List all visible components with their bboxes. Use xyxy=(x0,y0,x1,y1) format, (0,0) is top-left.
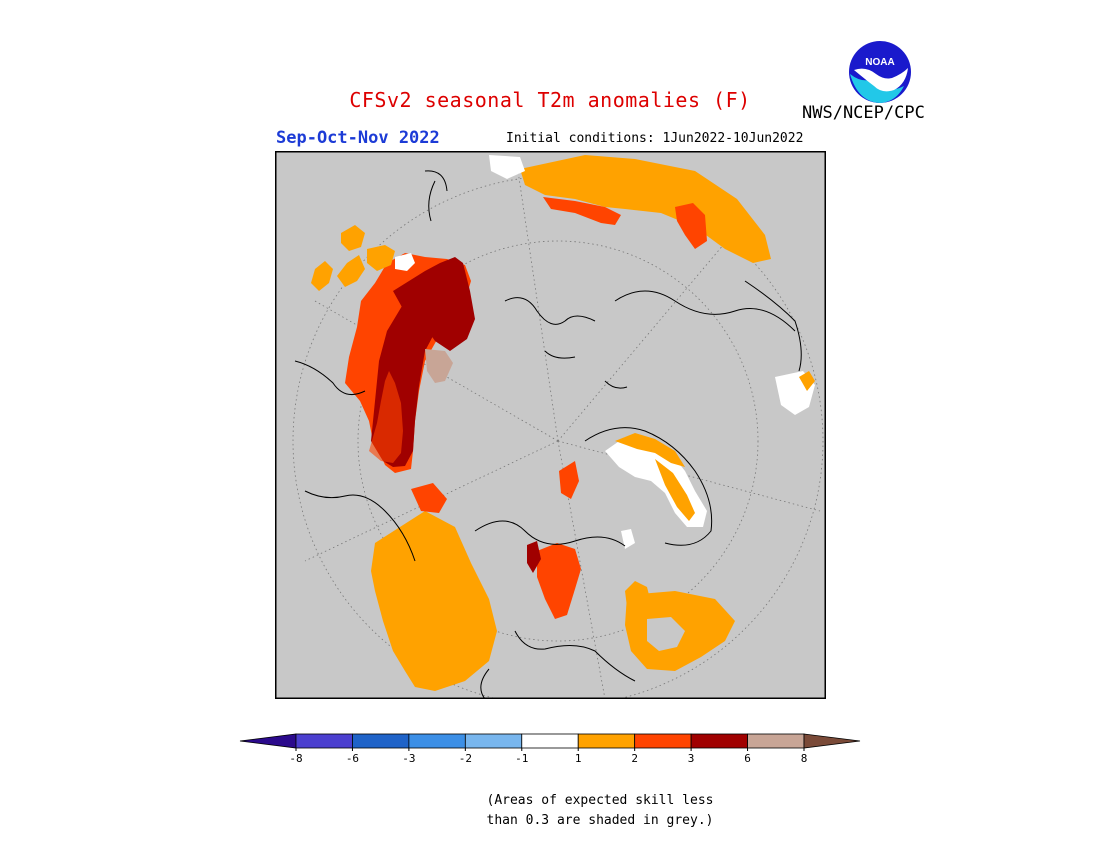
map-title: CFSv2 seasonal T2m anomalies (F) xyxy=(349,88,751,112)
siberia-anomaly-region xyxy=(489,155,815,415)
eurasia-anomaly-region xyxy=(371,483,735,691)
season-label: Sep-Oct-Nov 2022 xyxy=(276,128,440,148)
color-legend-bins xyxy=(239,733,861,749)
legend-tick-label: 8 xyxy=(801,752,808,765)
greenland-anomaly-region xyxy=(311,225,475,473)
legend-color-bin xyxy=(352,733,410,749)
legend-color-bin xyxy=(464,733,523,749)
legend-color-bin xyxy=(690,733,748,749)
legend-tick-label: -1 xyxy=(515,752,528,765)
polar-anomaly-map xyxy=(275,151,826,699)
legend-tick-label: 3 xyxy=(688,752,695,765)
legend-color-bin xyxy=(747,733,805,749)
color-legend: -8 -6 -3 -2 -1 1 2 3 6 8 xyxy=(239,733,861,765)
legend-tick-label: 1 xyxy=(575,752,582,765)
legend-tick-label: -8 xyxy=(289,752,302,765)
coastlines xyxy=(294,170,802,699)
legend-color-bin xyxy=(295,733,353,749)
footnote-line-1: (Areas of expected skill less xyxy=(486,793,714,808)
map-frame xyxy=(275,151,826,699)
legend-tick-label: 6 xyxy=(744,752,751,765)
legend-tick-label: -3 xyxy=(402,752,415,765)
footnote-line-2: than 0.3 are shaded in grey.) xyxy=(486,813,714,828)
logo-text: NOAA xyxy=(865,57,894,68)
legend-color-bin xyxy=(803,733,861,749)
noaa-logo-icon: NOAA xyxy=(849,41,911,103)
legend-tick-label: -2 xyxy=(459,752,472,765)
agency-label: NWS/NCEP/CPC xyxy=(802,103,925,123)
initial-conditions-label: Initial conditions: 1Jun2022-10Jun2022 xyxy=(506,131,804,146)
legend-color-bin xyxy=(408,733,466,749)
legend-color-bin xyxy=(577,733,636,749)
legend-color-bin xyxy=(634,733,692,749)
legend-tick-label: -6 xyxy=(346,752,359,765)
legend-color-bin xyxy=(239,733,297,749)
legend-tick-label: 2 xyxy=(631,752,638,765)
legend-color-bin xyxy=(521,733,579,749)
color-legend-ticks: -8 -6 -3 -2 -1 1 2 3 6 8 xyxy=(289,748,807,765)
skill-footnote: (Areas of expected skill less than 0.3 a… xyxy=(470,791,730,831)
